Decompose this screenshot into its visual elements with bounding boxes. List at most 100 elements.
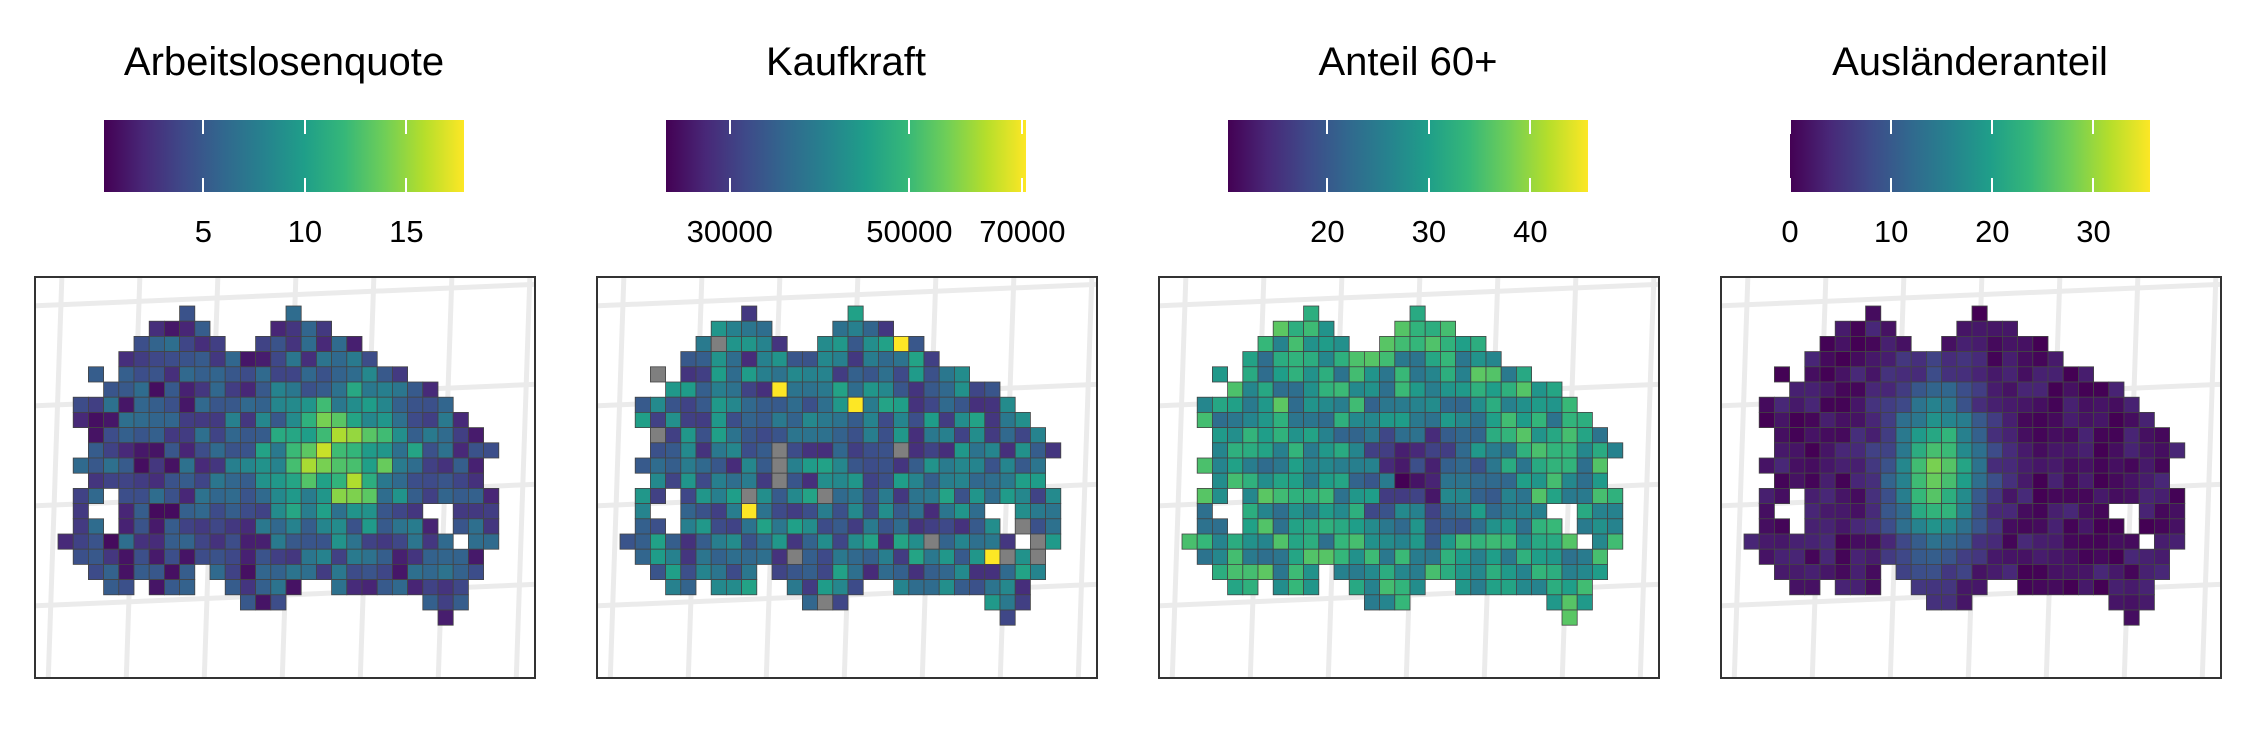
map-cell: [467, 533, 484, 550]
map-cell: [1318, 366, 1335, 383]
map-cell: [407, 548, 424, 565]
map-cell: [1227, 442, 1244, 459]
map-cell: [2032, 366, 2049, 383]
map-cell: [194, 320, 211, 337]
map-cell: [1774, 442, 1791, 459]
map-cell: [710, 487, 727, 504]
map-cell: [741, 366, 758, 383]
map-cell: [2017, 427, 2034, 444]
map-cell: [1272, 411, 1289, 428]
map-cell: [1834, 366, 1851, 383]
map-cell: [938, 579, 955, 596]
map-cell: [1819, 563, 1836, 580]
map-cell: [270, 442, 287, 459]
map-cell: [285, 366, 302, 383]
map-cell: [1804, 533, 1821, 550]
map-cell: [953, 518, 970, 535]
map-cell: [1515, 563, 1532, 580]
map-cell: [1531, 381, 1548, 398]
map-cell: [756, 411, 773, 428]
map-cell: [908, 563, 925, 580]
map-cell: [148, 548, 165, 565]
map-cell: [741, 442, 758, 459]
map-cell: [2123, 548, 2140, 565]
map-cell: [2047, 396, 2064, 413]
map-cell: [1242, 563, 1259, 580]
map-cell: [862, 381, 879, 398]
map-cell: [1941, 396, 1958, 413]
map-cell: [1531, 396, 1548, 413]
map-cell: [270, 320, 287, 337]
map-cell: [452, 518, 469, 535]
map-cell: [999, 457, 1016, 474]
map-cell: [1424, 381, 1441, 398]
map-cell: [1819, 411, 1836, 428]
map-cell: [1986, 487, 2003, 504]
map-cell: [1379, 579, 1396, 596]
map-cell: [680, 487, 697, 504]
map-cell: [999, 594, 1016, 611]
map-cell: [1439, 472, 1456, 489]
map-cell: [209, 366, 226, 383]
map-cell: [1849, 503, 1866, 520]
map-cell: [893, 487, 910, 504]
map-cell: [1865, 351, 1882, 368]
map-cell: [2032, 487, 2049, 504]
map-cell: [938, 381, 955, 398]
map-cell: [391, 411, 408, 428]
map-cell: [1257, 381, 1274, 398]
map-cell: [1212, 487, 1229, 504]
map-cell: [1485, 579, 1502, 596]
map-cell: [1941, 427, 1958, 444]
map-cell: [1257, 442, 1274, 459]
map-cell: [1303, 351, 1320, 368]
graticule-line: [36, 281, 534, 309]
map-cell: [133, 533, 150, 550]
map-cell: [1910, 351, 1927, 368]
map-cell: [710, 366, 727, 383]
map-cell: [452, 579, 469, 596]
map-cell: [1424, 563, 1441, 580]
map-cell: [2093, 548, 2110, 565]
map-cell: [1318, 472, 1335, 489]
map-cell: [1287, 548, 1304, 565]
map-cell: [1318, 336, 1335, 353]
map-cell: [2032, 579, 2049, 596]
map-cell: [2032, 442, 2049, 459]
map-cell: [2001, 396, 2018, 413]
map-cell: [1379, 594, 1396, 611]
map-cell: [1956, 503, 1973, 520]
map-cell: [346, 487, 363, 504]
map-cell: [2001, 472, 2018, 489]
map-cell: [680, 533, 697, 550]
map-cell: [1515, 487, 1532, 504]
map-cell: [1986, 503, 2003, 520]
map-cell: [1971, 305, 1988, 322]
map-cell: [2108, 472, 2125, 489]
map-cell: [1303, 411, 1320, 428]
map-cell: [315, 351, 332, 368]
map-cell: [118, 579, 135, 596]
map-cell: [1743, 533, 1760, 550]
map-cell: [422, 563, 439, 580]
map-cell: [984, 427, 1001, 444]
map-cell: [908, 351, 925, 368]
map-cell: [938, 563, 955, 580]
map-cell: [1607, 518, 1624, 535]
map-cell: [346, 518, 363, 535]
map-cell: [1272, 563, 1289, 580]
map-cell: [2062, 457, 2079, 474]
map-cell: [1439, 563, 1456, 580]
legend-tick-mark: [1991, 120, 1994, 134]
map-cell: [1956, 518, 1973, 535]
map-cell: [376, 518, 393, 535]
map-cell: [1272, 320, 1289, 337]
map-cell: [1287, 366, 1304, 383]
map-cell: [2062, 579, 2079, 596]
map-cell: [1925, 366, 1942, 383]
map-cell: [361, 351, 378, 368]
map-cell: [786, 563, 803, 580]
map-cell: [1455, 487, 1472, 504]
map-cell: [2138, 503, 2155, 520]
map-cell: [285, 336, 302, 353]
